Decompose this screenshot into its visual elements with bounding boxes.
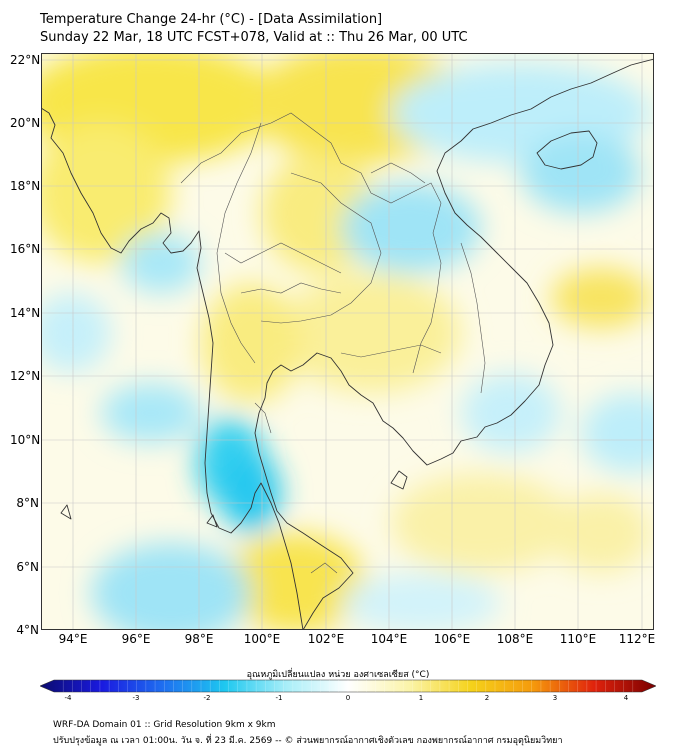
- colorbar-tick: 2: [484, 694, 490, 702]
- colorbar-gradient: [40, 679, 656, 693]
- footer-credit: ปรับปรุงข้อมูล ณ เวลา 01:00น. วัน จ. ที่…: [53, 736, 563, 746]
- lat-label-4n: 4°N: [16, 623, 39, 637]
- lon-label-108e: 108°E: [496, 632, 534, 646]
- borders: [180, 112, 486, 574]
- colorbar-tick: 4: [623, 694, 629, 702]
- lat-label-20n: 20°N: [10, 116, 41, 130]
- lat-label-16n: 16°N: [10, 242, 41, 256]
- lon-label-104e: 104°E: [370, 632, 408, 646]
- colorbar: [40, 679, 656, 693]
- colorbar-tick: -1: [275, 694, 283, 702]
- lon-label-110e: 110°E: [559, 632, 597, 646]
- map-title: Temperature Change 24-hr (°C) - [Data As…: [40, 12, 383, 27]
- map-subtitle: Sunday 22 Mar, 18 UTC FCST+078, Valid at…: [40, 30, 468, 45]
- lon-label-106e: 106°E: [433, 632, 471, 646]
- lat-label-10n: 10°N: [10, 433, 41, 447]
- lon-label-94e: 94°E: [58, 632, 88, 646]
- lat-label-22n: 22°N: [10, 53, 41, 67]
- colorbar-tick: 3: [552, 694, 558, 702]
- lat-label-18n: 18°N: [10, 179, 41, 193]
- colorbar-tick: 1: [418, 694, 424, 702]
- lat-label-14n: 14°N: [10, 306, 41, 320]
- lon-label-102e: 102°E: [307, 632, 345, 646]
- lat-label-6n: 6°N: [16, 560, 39, 574]
- colorbar-title: อุณหภูมิเปลี่ยนแปลง หน่วย องศาเซลเซียส (…: [246, 670, 430, 680]
- colorbar-tick: 0: [345, 694, 351, 702]
- temperature-change-map: [41, 53, 654, 630]
- lon-label-112e: 112°E: [618, 632, 656, 646]
- colorbar-tick: -3: [132, 694, 140, 702]
- map-panel: [41, 53, 654, 630]
- lat-label-8n: 8°N: [16, 496, 39, 510]
- colorbar-tick: -2: [203, 694, 211, 702]
- lat-label-12n: 12°N: [10, 369, 41, 383]
- lon-label-100e: 100°E: [243, 632, 281, 646]
- graticule: [41, 53, 654, 630]
- lon-label-96e: 96°E: [121, 632, 151, 646]
- lon-label-98e: 98°E: [184, 632, 214, 646]
- footer-model-info: WRF-DA Domain 01 :: Grid Resolution 9km …: [53, 720, 276, 730]
- map-border: [41, 53, 654, 630]
- colorbar-tick: -4: [64, 694, 72, 702]
- coastlines: [41, 58, 654, 630]
